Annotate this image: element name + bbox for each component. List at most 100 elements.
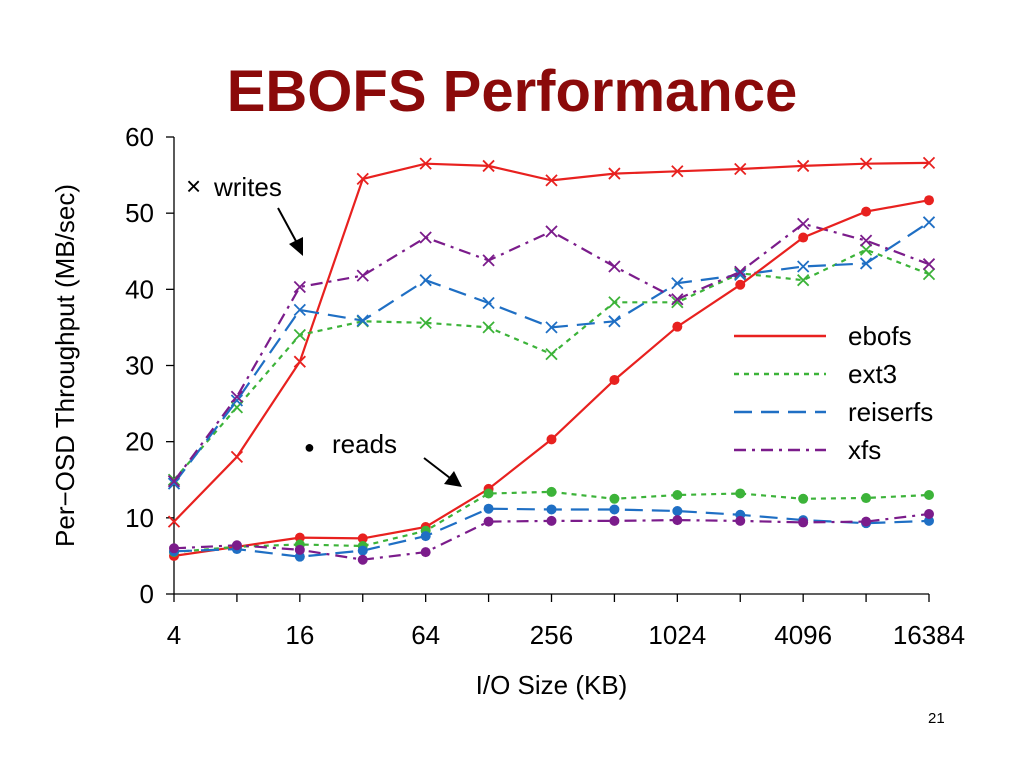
point-ext3-writes-64 <box>419 316 432 329</box>
slide-title: EBOFS Performance <box>226 59 798 124</box>
series-reiserfs-writes <box>167 216 936 490</box>
point-xfs-reads-2048 <box>735 515 746 526</box>
point-xfs-reads-256 <box>546 515 557 526</box>
x-tick-label-4096: 4096 <box>774 620 832 650</box>
y-tick-label-0: 0 <box>140 579 154 609</box>
point-xfs-reads-64 <box>420 547 431 558</box>
point-ebofs-writes-1024 <box>671 165 684 178</box>
point-ext3-writes-16 <box>293 328 306 342</box>
y-tick-label-20: 20 <box>125 427 154 457</box>
legend-label-reiserfs: reiserfs <box>848 397 933 427</box>
legend: ebofs ext3 reiserfs xfs <box>734 321 933 465</box>
point-xfs-reads-4 <box>169 543 179 554</box>
point-xfs-reads-512 <box>609 515 620 526</box>
point-ebofs-reads-8192 <box>861 206 872 217</box>
point-reiserfs-writes-8 <box>230 394 244 407</box>
page-number: 21 <box>928 710 945 727</box>
point-xfs-reads-128 <box>483 516 494 527</box>
axes: 0 10 20 30 40 50 60 4 16 64 256 1024 4096 16384 I/O Si… <box>50 122 965 700</box>
point-reiserfs-writes-64 <box>419 274 432 287</box>
point-ebofs-writes-4 <box>167 515 181 528</box>
point-xfs-writes-512 <box>608 260 621 273</box>
point-xfs-writes-64 <box>419 231 432 244</box>
x-tick-label-4: 4 <box>167 620 181 650</box>
point-reiserfs-reads-256 <box>546 504 557 515</box>
series-group <box>167 156 936 565</box>
point-ext3-writes-128 <box>482 321 495 334</box>
point-reiserfs-writes-8192 <box>859 257 873 270</box>
point-ext3-reads-4096 <box>798 493 809 504</box>
legend-label-xfs: xfs <box>848 435 881 465</box>
point-ebofs-reads-2048 <box>735 279 746 290</box>
point-reiserfs-reads-512 <box>609 504 620 515</box>
point-ebofs-writes-8 <box>230 450 244 464</box>
x-tick-label-256: 256 <box>530 620 573 650</box>
x-axis-label: I/O Size (KB) <box>476 670 628 700</box>
point-reiserfs-writes-16 <box>293 303 306 317</box>
point-ext3-reads-512 <box>609 493 620 504</box>
point-ext3-reads-2048 <box>735 488 746 499</box>
reads-arrowhead <box>444 471 462 487</box>
point-xfs-writes-128 <box>482 254 495 267</box>
point-ebofs-writes-16 <box>293 355 306 368</box>
legend-label-ebofs: ebofs <box>848 321 912 351</box>
point-ext3-writes-512 <box>608 296 621 309</box>
point-xfs-writes-4096 <box>797 217 810 230</box>
point-ext3-reads-128 <box>483 488 494 499</box>
point-xfs-writes-256 <box>545 225 558 238</box>
x-tick-label-16384: 16384 <box>893 620 965 650</box>
point-xfs-reads-16 <box>294 544 305 555</box>
point-ebofs-writes-2048 <box>734 162 747 176</box>
point-reiserfs-reads-16384 <box>924 515 934 526</box>
annotations: × writes ● reads <box>186 171 462 487</box>
point-reiserfs-writes-16384 <box>922 216 936 229</box>
point-xfs-reads-1024 <box>672 515 683 526</box>
point-reiserfs-writes-512 <box>608 315 621 328</box>
point-xfs-writes-2048 <box>734 265 747 278</box>
point-xfs-reads-4096 <box>798 517 809 528</box>
point-reiserfs-reads-128 <box>483 503 494 514</box>
writes-arrowhead <box>289 237 303 256</box>
point-ext3-reads-16384 <box>924 489 934 500</box>
reads-annotation: reads <box>332 429 397 459</box>
point-reiserfs-reads-16 <box>294 551 305 562</box>
series-line-ext3-writes <box>173 248 930 481</box>
point-xfs-reads-8192 <box>861 516 872 527</box>
y-tick-label-10: 10 <box>125 503 154 533</box>
point-reiserfs-reads-64 <box>420 531 431 542</box>
point-xfs-writes-8 <box>230 390 244 403</box>
reads-arrow <box>423 457 451 479</box>
point-ebofs-writes-512 <box>608 167 621 180</box>
point-ebofs-reads-32 <box>357 533 368 544</box>
point-ebofs-writes-4096 <box>797 159 810 173</box>
y-tick-label-40: 40 <box>125 274 154 304</box>
y-tick-label-60: 60 <box>125 122 154 152</box>
point-xfs-reads-32 <box>357 554 368 565</box>
point-xfs-writes-4 <box>167 475 181 488</box>
point-ebofs-reads-16384 <box>924 195 934 206</box>
point-ebofs-writes-8192 <box>859 157 873 170</box>
writes-symbol: × <box>186 171 201 201</box>
point-reiserfs-writes-32 <box>356 314 369 327</box>
point-reiserfs-writes-4 <box>167 477 181 490</box>
point-xfs-reads-16384 <box>924 509 934 520</box>
point-ext3-writes-16384 <box>922 267 936 281</box>
point-ebofs-reads-1024 <box>672 321 683 332</box>
point-ebofs-reads-16 <box>294 532 305 543</box>
y-axis-label: Per−OSD Throughput (MB/sec) <box>50 184 80 547</box>
series-ebofs-writes <box>167 156 936 528</box>
x-tick-label-1024: 1024 <box>648 620 706 650</box>
x-tick-label-64: 64 <box>411 620 440 650</box>
point-ebofs-writes-256 <box>545 174 558 187</box>
point-reiserfs-reads-32 <box>357 545 368 556</box>
point-xfs-writes-1024 <box>671 293 684 306</box>
point-ebofs-writes-16384 <box>922 156 936 170</box>
series-line-ebofs-reads <box>173 199 930 557</box>
point-ebofs-reads-512 <box>609 374 620 385</box>
point-ebofs-writes-64 <box>419 157 432 170</box>
writes-annotation: writes <box>213 172 282 202</box>
point-xfs-writes-8192 <box>859 234 873 247</box>
point-reiserfs-writes-128 <box>482 296 495 310</box>
point-ext3-reads-256 <box>546 486 557 497</box>
